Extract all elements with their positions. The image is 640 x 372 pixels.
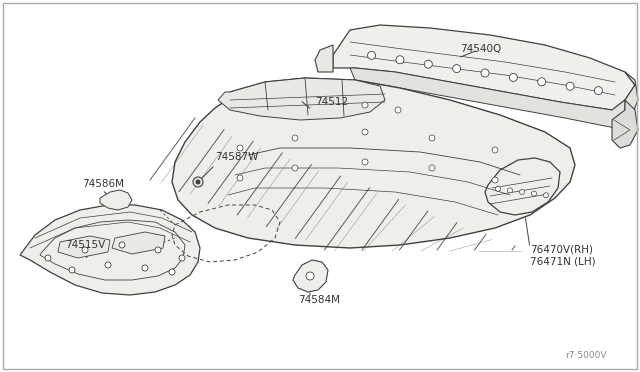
Polygon shape <box>333 25 635 110</box>
Circle shape <box>429 165 435 171</box>
Circle shape <box>362 102 368 108</box>
Circle shape <box>169 269 175 275</box>
Polygon shape <box>625 72 638 120</box>
Polygon shape <box>485 158 560 215</box>
Circle shape <box>362 129 368 135</box>
Circle shape <box>531 191 536 196</box>
Text: 74586M: 74586M <box>82 179 124 189</box>
Circle shape <box>292 135 298 141</box>
Circle shape <box>595 87 602 94</box>
Circle shape <box>495 186 500 191</box>
Circle shape <box>155 247 161 253</box>
Polygon shape <box>20 205 200 295</box>
Circle shape <box>119 242 125 248</box>
Text: r7·5000V: r7·5000V <box>565 351 607 360</box>
Circle shape <box>424 60 432 68</box>
Circle shape <box>492 147 498 153</box>
Text: 76470V(RH): 76470V(RH) <box>530 244 593 254</box>
Circle shape <box>237 175 243 181</box>
Circle shape <box>193 177 203 187</box>
Circle shape <box>82 247 88 253</box>
Circle shape <box>195 180 200 185</box>
Circle shape <box>237 145 243 151</box>
Polygon shape <box>315 45 333 72</box>
Text: 74587W: 74587W <box>215 152 259 162</box>
Circle shape <box>367 51 376 60</box>
Polygon shape <box>293 260 328 292</box>
Circle shape <box>69 267 75 273</box>
Circle shape <box>508 188 513 193</box>
Polygon shape <box>58 236 110 258</box>
Circle shape <box>120 198 125 202</box>
Text: 74512: 74512 <box>315 97 348 107</box>
Polygon shape <box>172 78 575 248</box>
Circle shape <box>179 255 185 261</box>
Polygon shape <box>350 68 635 128</box>
Circle shape <box>481 69 489 77</box>
Circle shape <box>492 177 498 183</box>
Polygon shape <box>112 232 165 254</box>
Circle shape <box>396 56 404 64</box>
Circle shape <box>362 159 368 165</box>
Circle shape <box>543 193 548 198</box>
Circle shape <box>45 255 51 261</box>
Circle shape <box>292 165 298 171</box>
Circle shape <box>429 135 435 141</box>
Text: 76471N (LH): 76471N (LH) <box>530 256 596 266</box>
Circle shape <box>395 107 401 113</box>
Circle shape <box>520 189 525 195</box>
Circle shape <box>111 196 119 204</box>
Polygon shape <box>100 190 132 210</box>
Circle shape <box>452 65 461 73</box>
Circle shape <box>538 78 546 86</box>
Text: 74584M: 74584M <box>298 295 340 305</box>
Polygon shape <box>218 78 385 120</box>
Circle shape <box>509 73 517 81</box>
Text: 74540Q: 74540Q <box>460 44 501 54</box>
Circle shape <box>566 82 574 90</box>
Circle shape <box>142 265 148 271</box>
Text: 74515V: 74515V <box>65 240 105 250</box>
Polygon shape <box>612 100 638 148</box>
Circle shape <box>306 272 314 280</box>
Circle shape <box>105 262 111 268</box>
